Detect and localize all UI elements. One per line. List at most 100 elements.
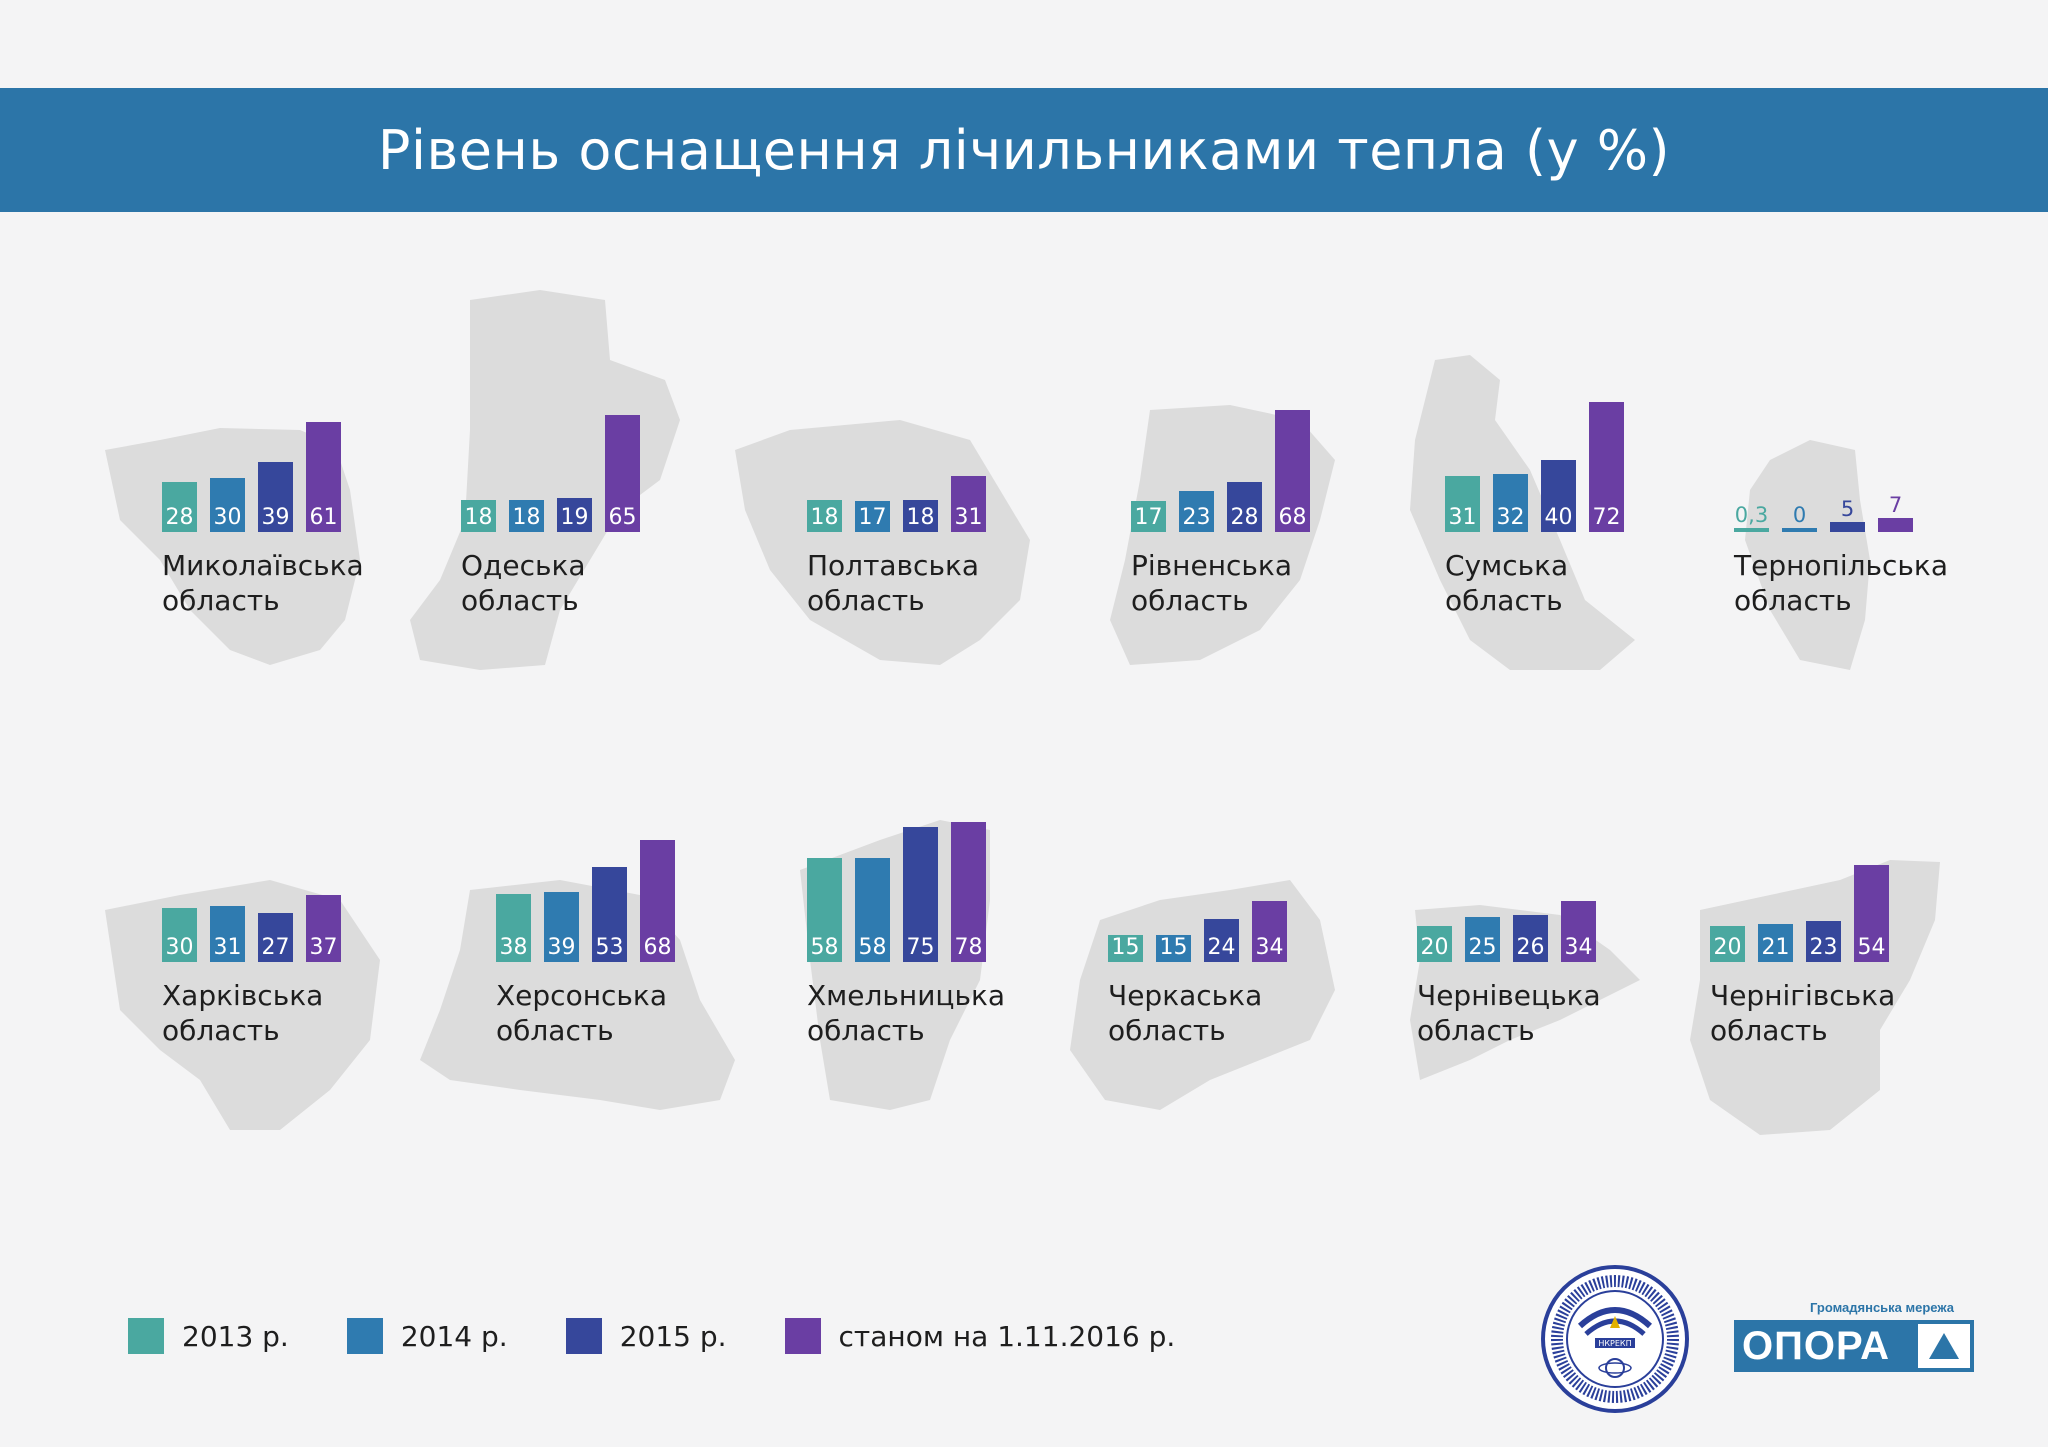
bar-1 [162, 482, 197, 532]
bar-2 [1465, 917, 1500, 962]
region-name: Сумська [1445, 549, 1568, 582]
bar-1 [807, 500, 842, 532]
bar-1 [807, 858, 842, 962]
bar-value-label: 21 [1762, 935, 1790, 960]
bar-1 [1445, 476, 1480, 532]
bar-value-label: 34 [1256, 935, 1284, 960]
bar-4 [1589, 402, 1624, 532]
bar-1 [1417, 926, 1452, 962]
region-name-suffix: область [1445, 584, 1563, 617]
bar-value-label: 72 [1593, 505, 1621, 530]
region-name-suffix: область [1417, 1014, 1535, 1047]
bar-1 [1108, 935, 1143, 962]
bar-2 [855, 858, 890, 962]
bar-value-label: 38 [500, 935, 528, 960]
bar-value-label: 39 [262, 505, 290, 530]
region-name: Черкаська [1108, 979, 1262, 1012]
legend-swatch-2014 [346, 1318, 383, 1354]
region-name-suffix: область [461, 584, 579, 617]
bar-3 [557, 498, 592, 532]
bar-value-label: 68 [1279, 505, 1307, 530]
page-title: Рівень оснащення лічильниками тепла (у %… [377, 118, 1671, 182]
bar-value-label: 40 [1545, 505, 1573, 530]
bar-3 [258, 462, 293, 532]
bar-value-label: 54 [1858, 935, 1886, 960]
bar-1 [1131, 501, 1166, 532]
bar-value-label: 23 [1810, 935, 1838, 960]
bar-value-label: 58 [811, 935, 839, 960]
bar-value-label: 18 [465, 505, 493, 530]
bar-value-label: 65 [609, 505, 637, 530]
bar-value-label: 30 [214, 505, 242, 530]
legend-swatch-2016 [784, 1318, 821, 1354]
bar-value-label: 19 [561, 505, 589, 530]
region-map-shape [800, 820, 990, 1110]
bar-value-label: 0 [1793, 503, 1806, 527]
bar-value-label: 18 [907, 505, 935, 530]
bar-4 [951, 822, 986, 962]
bar-value-label: 32 [1497, 505, 1525, 530]
bar-value-label: 53 [596, 935, 624, 960]
bar-4 [1561, 901, 1596, 962]
bar-value-label: 37 [310, 935, 338, 960]
bar-1 [496, 894, 531, 962]
bar-value-label: 34 [1565, 935, 1593, 960]
bar-2 [544, 892, 579, 962]
bar-2 [1493, 474, 1528, 532]
bar-2 [855, 501, 890, 532]
bar-1 [162, 908, 197, 962]
bar-value-label: 24 [1208, 935, 1236, 960]
legend-label-2013: 2013 р. [182, 1319, 289, 1353]
legend-swatch-2015 [565, 1318, 602, 1354]
legend-item-2014: 2014 р. [346, 1318, 508, 1354]
bar-3 [903, 500, 938, 532]
legend: 2013 р. 2014 р. 2015 р. станом на 1.11.2… [128, 1318, 1233, 1354]
bar-value-label: 78 [955, 935, 983, 960]
region-name: Одеська [461, 549, 586, 582]
bar-4 [605, 415, 640, 532]
legend-swatch-2013 [128, 1318, 164, 1354]
bar-value-label: 15 [1160, 935, 1188, 960]
bar-value-label: 15 [1112, 935, 1140, 960]
bar-value-label: 31 [1449, 505, 1477, 530]
bar-4 [306, 422, 341, 532]
bar-3 [1541, 460, 1576, 532]
legend-label-2015: 2015 р. [619, 1319, 727, 1353]
region-name-suffix: область [1131, 584, 1249, 617]
opora-subtitle: Громадянська мережа [1810, 1300, 1954, 1315]
bar-4 [1878, 518, 1913, 532]
region-name: Миколаївська [162, 549, 364, 582]
bar-2 [210, 906, 245, 962]
bar-2 [210, 478, 245, 532]
region-name-suffix: область [496, 1014, 614, 1047]
bar-4 [1854, 865, 1889, 962]
bar-2 [1156, 935, 1191, 962]
bar-4 [306, 895, 341, 962]
bar-2 [1179, 491, 1214, 532]
bar-value-label: 31 [214, 935, 242, 960]
opora-triangle-icon [1918, 1324, 1970, 1368]
bar-value-label: 7 [1889, 493, 1902, 517]
bar-1 [461, 500, 496, 532]
region-name: Хмельницька [807, 979, 1005, 1012]
region-name-suffix: область [1710, 1014, 1828, 1047]
bar-value-label: 20 [1714, 935, 1742, 960]
region-name: Полтавська [807, 549, 979, 582]
bar-4 [1252, 901, 1287, 962]
bar-3 [258, 913, 293, 962]
bar-value-label: 39 [548, 935, 576, 960]
region-name: Рівненська [1131, 549, 1292, 582]
legend-item-2013: 2013 р. [128, 1318, 289, 1354]
region-name-suffix: область [162, 1014, 280, 1047]
region-name-suffix: область [807, 584, 925, 617]
opora-logo: ОПОРА [1734, 1320, 1974, 1372]
bar-2 [1782, 528, 1817, 532]
bar-2 [509, 500, 544, 532]
